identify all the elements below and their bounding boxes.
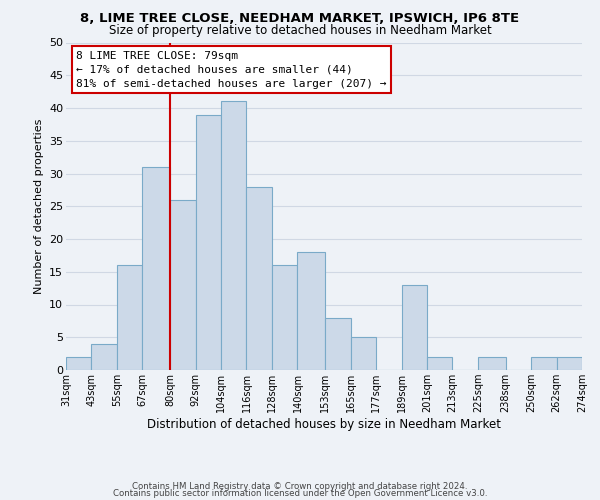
Bar bbox=[531, 357, 557, 370]
Bar bbox=[427, 357, 452, 370]
Bar bbox=[272, 265, 298, 370]
Bar bbox=[196, 114, 221, 370]
Bar bbox=[557, 357, 582, 370]
Text: 8, LIME TREE CLOSE, NEEDHAM MARKET, IPSWICH, IP6 8TE: 8, LIME TREE CLOSE, NEEDHAM MARKET, IPSW… bbox=[80, 12, 520, 26]
X-axis label: Distribution of detached houses by size in Needham Market: Distribution of detached houses by size … bbox=[147, 418, 501, 431]
Bar bbox=[478, 357, 506, 370]
Bar bbox=[142, 167, 170, 370]
Bar bbox=[401, 285, 427, 370]
Text: Size of property relative to detached houses in Needham Market: Size of property relative to detached ho… bbox=[109, 24, 491, 37]
Bar bbox=[66, 357, 91, 370]
Bar bbox=[221, 102, 247, 370]
Bar bbox=[325, 318, 350, 370]
Bar bbox=[91, 344, 117, 370]
Text: 8 LIME TREE CLOSE: 79sqm
← 17% of detached houses are smaller (44)
81% of semi-d: 8 LIME TREE CLOSE: 79sqm ← 17% of detach… bbox=[76, 50, 387, 88]
Bar bbox=[170, 200, 196, 370]
Bar bbox=[247, 186, 272, 370]
Bar bbox=[298, 252, 325, 370]
Bar bbox=[350, 337, 376, 370]
Text: Contains public sector information licensed under the Open Government Licence v3: Contains public sector information licen… bbox=[113, 489, 487, 498]
Y-axis label: Number of detached properties: Number of detached properties bbox=[34, 118, 44, 294]
Text: Contains HM Land Registry data © Crown copyright and database right 2024.: Contains HM Land Registry data © Crown c… bbox=[132, 482, 468, 491]
Bar bbox=[117, 265, 142, 370]
